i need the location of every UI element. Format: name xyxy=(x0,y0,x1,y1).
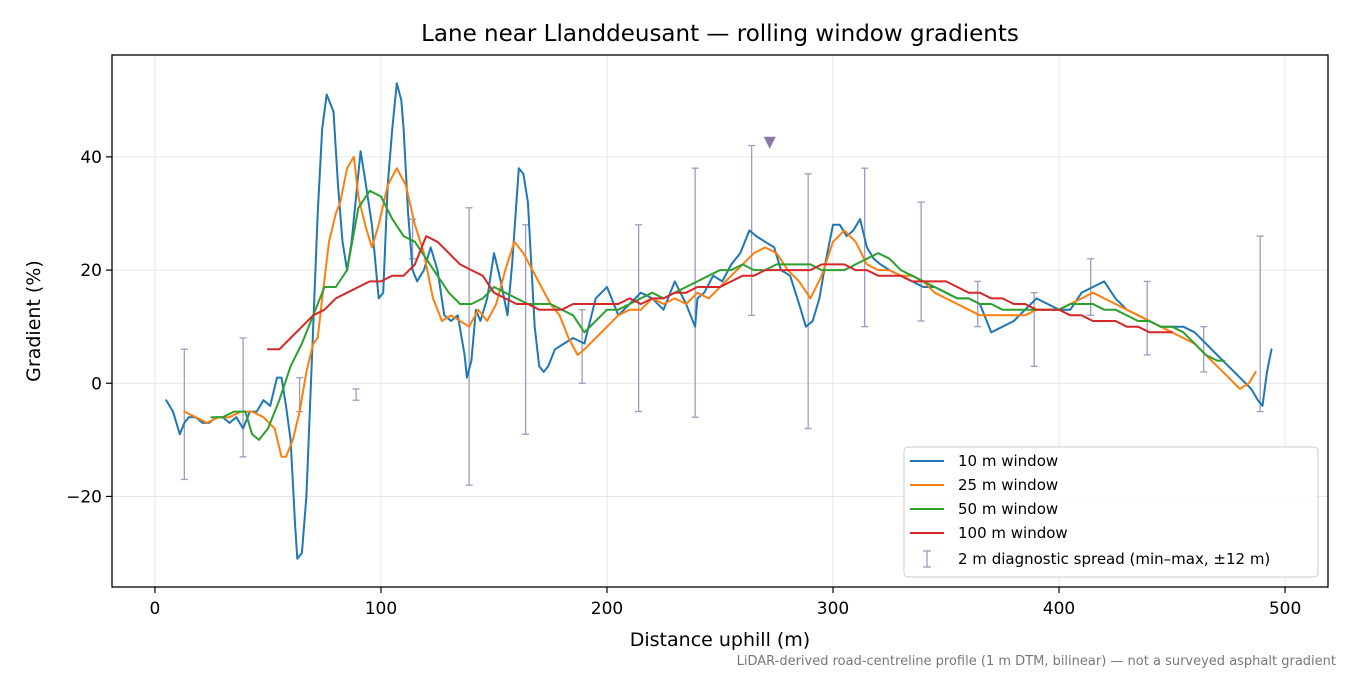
spread-errorbar xyxy=(861,167,869,328)
x-tick-label: 100 xyxy=(365,599,397,619)
y-axis-label: Gradient (%) xyxy=(23,260,45,382)
spread-errorbar xyxy=(578,309,586,384)
peak-marker-group xyxy=(763,136,776,149)
footnote: LiDAR-derived road-centreline profile (1… xyxy=(737,654,1336,669)
spread-errorbar xyxy=(465,207,473,486)
diagnostic-spread-bars xyxy=(180,144,1264,486)
spread-errorbar xyxy=(1030,292,1038,367)
x-tick-label: 300 xyxy=(817,599,849,619)
legend-box xyxy=(903,446,1319,578)
legend-label: 25 m window xyxy=(958,476,1058,494)
x-tick-label: 0 xyxy=(150,599,161,619)
legend-label: 10 m window xyxy=(958,452,1058,470)
y-tick-label: 0 xyxy=(91,374,102,394)
chart-title: Lane near Llanddeusant — rolling window … xyxy=(421,21,1019,47)
spread-errorbar xyxy=(635,224,643,413)
plot-frame xyxy=(111,54,1329,588)
x-tick-label: 500 xyxy=(1269,599,1301,619)
series-line-4 xyxy=(267,235,1173,351)
x-tick-label: 200 xyxy=(591,599,623,619)
series-lines xyxy=(165,82,1273,560)
x-axis-label: Distance uphill (m) xyxy=(630,629,810,651)
legend-label: 2 m diagnostic spread (min–max, ±12 m) xyxy=(958,550,1270,568)
spread-errorbar xyxy=(691,167,699,418)
spread-errorbar xyxy=(804,173,812,430)
spread-errorbar xyxy=(180,348,188,481)
spread-errorbar xyxy=(917,201,925,322)
legend: 10 m window 25 m window 50 m window 100 m w… xyxy=(903,446,1319,578)
spread-errorbar xyxy=(352,388,360,401)
axis-ticks: 0 100 200 300 400 500 −20 0 20 40 xyxy=(66,148,1301,619)
x-tick-label: 400 xyxy=(1043,599,1075,619)
spread-errorbar xyxy=(748,144,756,316)
spread-errorbar xyxy=(974,280,982,328)
peak-marker xyxy=(763,136,776,149)
spread-errorbar xyxy=(1256,235,1264,413)
legend-label: 100 m window xyxy=(958,524,1068,542)
y-tick-label: 40 xyxy=(80,148,102,168)
spread-errorbar xyxy=(239,337,247,458)
legend-label: 50 m window xyxy=(958,500,1058,518)
spread-errorbar xyxy=(522,224,530,435)
spread-errorbar xyxy=(1200,326,1208,373)
y-tick-label: −20 xyxy=(66,487,102,507)
spread-errorbar xyxy=(1143,280,1151,356)
y-tick-label: 20 xyxy=(80,261,102,281)
